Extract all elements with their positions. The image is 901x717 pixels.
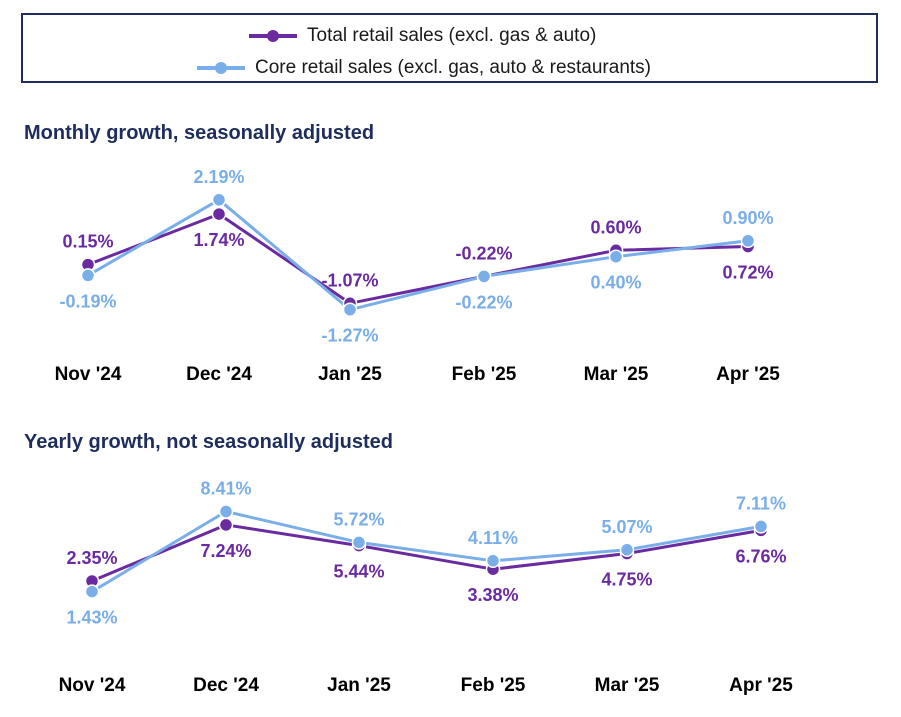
legend-label-total: Total retail sales (excl. gas & auto) <box>307 25 597 46</box>
data-label-core: -0.22% <box>455 292 512 312</box>
data-point-core <box>740 233 756 249</box>
data-label-total: 3.38% <box>467 585 518 605</box>
x-tick-label: Dec '24 <box>193 675 259 696</box>
data-label-core: 4.11% <box>468 528 518 548</box>
data-label-core: 5.72% <box>333 509 384 529</box>
x-tick-label: Jan '25 <box>327 675 391 696</box>
data-label-total: 6.76% <box>735 546 786 566</box>
series-line-core <box>87 198 749 312</box>
data-label-total: 4.75% <box>601 570 652 590</box>
x-tick-label: Nov '24 <box>55 364 122 385</box>
data-label-core: 1.43% <box>66 608 117 628</box>
monthly-chart-title: Monthly growth, seasonally adjusted <box>24 122 375 144</box>
monthly-growth-chart: 0.15% 1.74% -1.07% -0.22% 0.60% 0.72% -0.19% 2.… <box>55 167 781 385</box>
x-tick-label: Apr '25 <box>716 364 780 385</box>
data-point-core <box>84 584 100 599</box>
data-point-core <box>342 302 358 317</box>
legend-marker-total <box>249 30 297 42</box>
x-tick-label: Nov '24 <box>59 675 126 696</box>
data-point-core <box>753 519 769 534</box>
x-tick-label: Apr '25 <box>729 675 793 696</box>
data-label-total: 2.35% <box>66 548 117 568</box>
x-tick-label: Jan '25 <box>318 364 382 385</box>
legend: Total retail sales (excl. gas & auto) Co… <box>21 13 878 83</box>
data-point-core <box>485 553 501 569</box>
legend-marker-core <box>197 62 245 74</box>
data-label-total: 5.44% <box>333 562 384 582</box>
x-tick-label: Dec '24 <box>186 364 252 385</box>
data-point-core <box>608 249 624 264</box>
series-line-total <box>87 212 749 305</box>
data-label-core: -0.19% <box>59 291 116 311</box>
data-label-core: 7.11% <box>736 493 786 513</box>
data-label-core: 0.90% <box>722 208 773 228</box>
data-point-total <box>211 206 227 222</box>
data-label-core: 8.41% <box>200 479 251 499</box>
legend-item-core: Core retail sales (excl. gas, auto & res… <box>23 55 876 81</box>
yearly-growth-chart: 2.35% 7.24% 5.44% 3.38% 4.75% 6.76% 1.43% 8.41%… <box>59 479 794 697</box>
data-point-core <box>218 504 234 519</box>
data-label-core: -1.27% <box>321 326 378 346</box>
data-point-core <box>80 268 96 283</box>
series-line-total <box>91 523 762 583</box>
data-label-total: -1.07% <box>321 270 378 290</box>
legend-item-total: Total retail sales (excl. gas & auto) <box>23 23 876 49</box>
data-point-core <box>476 269 492 284</box>
data-point-core <box>211 192 227 208</box>
yearly-chart-title: Yearly growth, not seasonally adjusted <box>24 431 393 453</box>
legend-label-core: Core retail sales (excl. gas, auto & res… <box>255 57 652 78</box>
x-tick-label: Feb '25 <box>461 675 526 696</box>
data-label-total: 7.24% <box>200 541 251 561</box>
data-point-total <box>218 517 234 533</box>
x-tick-label: Mar '25 <box>584 364 649 385</box>
data-label-core: 2.19% <box>193 167 244 187</box>
data-label-total: 0.60% <box>590 217 641 237</box>
data-label-core: 5.07% <box>601 517 652 537</box>
x-tick-label: Mar '25 <box>595 675 660 696</box>
data-label-total: 0.72% <box>722 263 773 283</box>
x-tick-label: Feb '25 <box>452 364 517 385</box>
data-point-core <box>619 542 635 558</box>
data-label-total: 1.74% <box>193 230 244 250</box>
data-label-total: 0.15% <box>62 232 113 252</box>
data-label-total: -0.22% <box>455 243 512 263</box>
data-point-core <box>351 535 367 550</box>
data-label-core: 0.40% <box>590 273 641 293</box>
series-line-core <box>91 510 762 593</box>
